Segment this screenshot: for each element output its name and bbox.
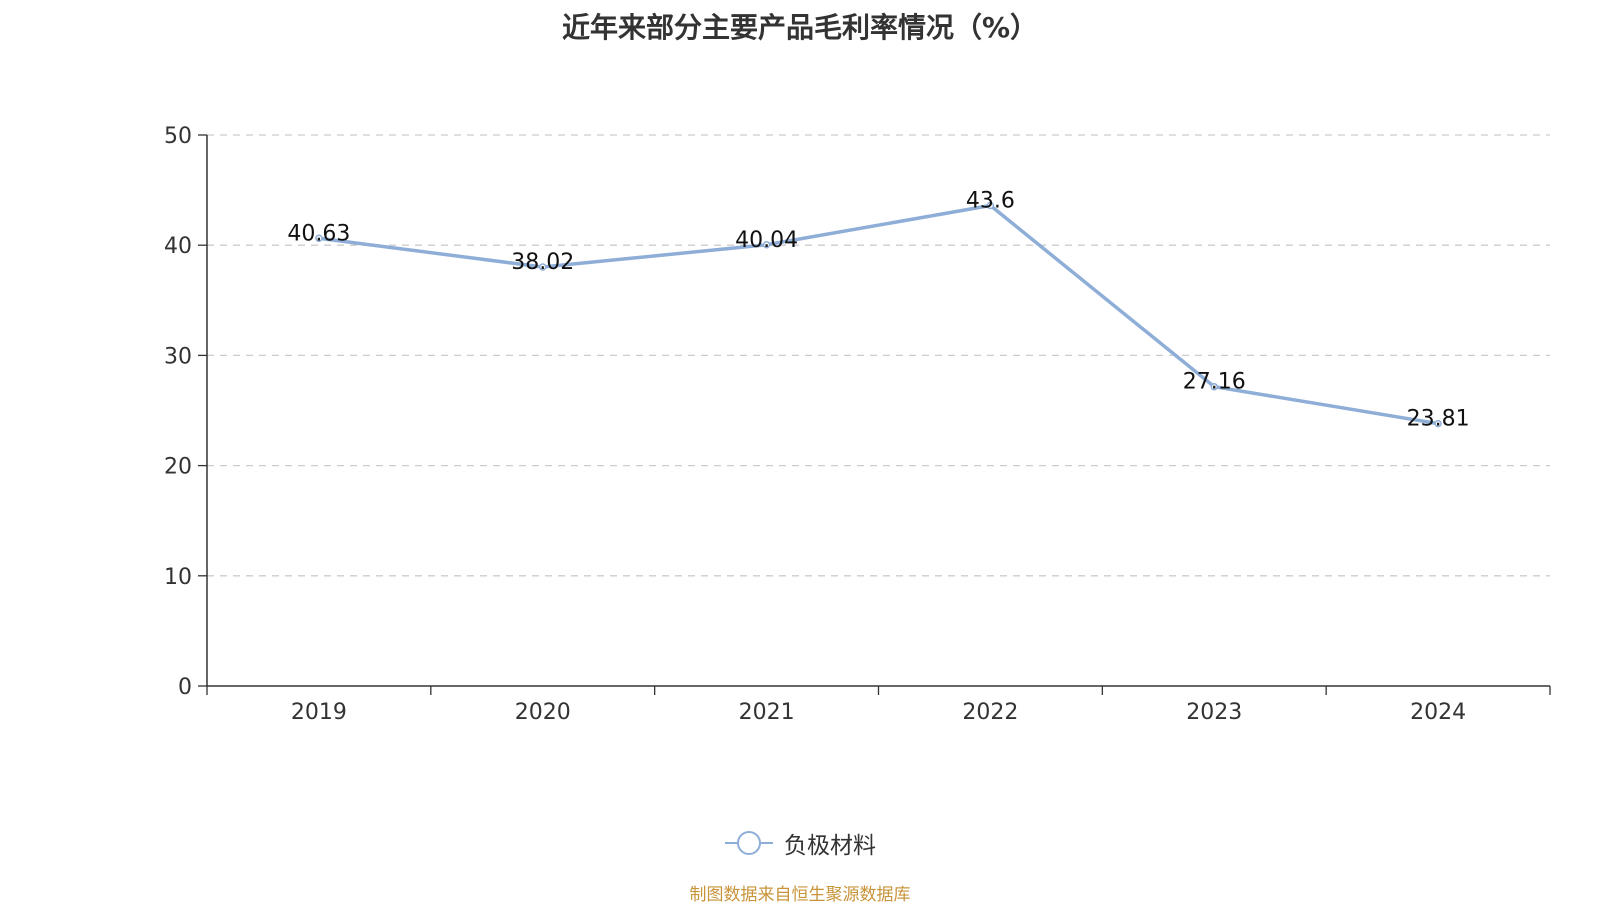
y-tick-label: 20 (164, 455, 192, 480)
line-chart: 0 10 20 30 40 50 2019 2020 2021 2022 2023 2024 40.… (164, 124, 1551, 725)
series (315, 201, 1442, 428)
y-tick-label: 40 (164, 234, 192, 259)
series-line (318, 203, 1439, 426)
data-label: 40.04 (735, 228, 798, 253)
y-tick-label: 50 (164, 124, 192, 149)
x-tick-label: 2021 (739, 700, 795, 725)
y-tick-labels: 0 10 20 30 40 50 (164, 124, 192, 700)
x-tick-label: 2023 (1186, 700, 1242, 725)
data-point (1434, 419, 1442, 428)
legend-marker-icon (725, 831, 773, 855)
source-note: 制图数据来自恒生聚源数据库 (689, 885, 911, 905)
data-point (539, 263, 547, 271)
data-point (315, 234, 323, 243)
x-tick-label: 2022 (962, 700, 1018, 725)
data-label: 23.81 (1407, 407, 1470, 432)
data-label: 38.02 (511, 250, 574, 275)
data-point (762, 241, 771, 249)
data-point (986, 201, 995, 210)
grid-lines (207, 134, 1550, 577)
x-tick-label: 2020 (515, 700, 571, 725)
y-tick-label: 0 (178, 675, 192, 700)
x-tick-labels: 2019 2020 2021 2022 2023 2024 (291, 700, 1466, 725)
axes (198, 134, 1551, 695)
x-tick-label: 2019 (291, 700, 347, 725)
chart-title: 近年来部分主要产品毛利率情况（%） (561, 11, 1039, 44)
y-tick-label: 30 (164, 344, 192, 369)
data-label: 43.6 (966, 189, 1015, 214)
data-point (1210, 382, 1218, 391)
data-label: 27.16 (1183, 370, 1246, 395)
legend[interactable]: 负极材料 (0, 826, 1600, 860)
legend-label: 负极材料 (784, 833, 876, 859)
x-tick-label: 2024 (1410, 700, 1466, 725)
data-labels: 40.63 38.02 40.04 43.6 27.16 23.81 (287, 189, 1469, 432)
data-label: 40.63 (287, 221, 350, 246)
y-tick-label: 10 (164, 565, 192, 590)
